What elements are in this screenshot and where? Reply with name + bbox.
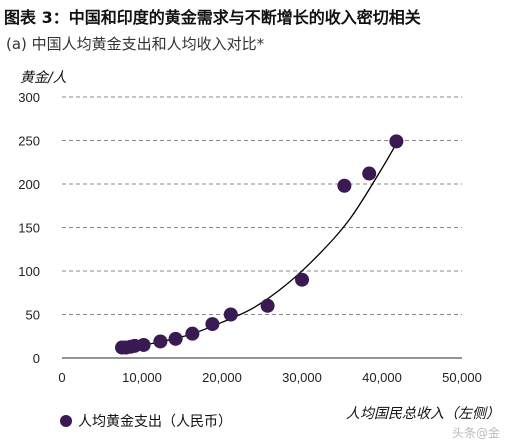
legend-label: 人均黄金支出（人民币）	[78, 413, 232, 430]
data-point	[337, 178, 352, 193]
y-tick-label: 200	[18, 177, 40, 192]
y-tick-label: 250	[18, 134, 40, 149]
y-tick-label: 100	[18, 264, 40, 279]
data-points	[115, 134, 404, 355]
x-tick-label: 10,000	[122, 370, 162, 385]
y-tick-label: 300	[18, 90, 40, 105]
data-point	[153, 334, 168, 349]
data-point	[295, 272, 309, 287]
data-point	[389, 134, 404, 149]
data-point	[205, 317, 220, 332]
data-point	[223, 307, 238, 322]
y-tick-label: 150	[18, 221, 40, 236]
x-tick-labels: 0 10,000 20,000 30,000 40,000 50,000	[58, 370, 482, 385]
legend-marker	[60, 415, 72, 427]
trend-curve	[125, 140, 399, 349]
x-tick-label: 20,000	[202, 370, 242, 385]
x-axis-label: 人均国民总收入（左侧）	[346, 406, 500, 422]
data-point	[260, 298, 275, 313]
y-tick-label: 50	[26, 308, 40, 323]
data-point	[185, 326, 200, 341]
y-tick-label: 0	[33, 351, 40, 366]
y-tick-labels: 0 50 100 150 200 250 300	[18, 90, 40, 366]
y-axis-label: 黄金/人	[20, 70, 67, 86]
x-tick-label: 30,000	[282, 370, 322, 385]
legend: 人均黄金支出（人民币）	[60, 413, 232, 430]
figure-title: 图表 3：中国和印度的黄金需求与不断增长的收入密切相关	[4, 8, 421, 27]
data-point	[168, 331, 183, 346]
data-point	[362, 166, 377, 181]
data-point	[136, 337, 151, 352]
watermark: 头条@金	[452, 425, 500, 440]
figure-subtitle: (a) 中国人均黄金支出和人均收入对比*	[6, 35, 265, 53]
grid-lines	[62, 96, 462, 315]
x-tick-label: 40,000	[362, 370, 402, 385]
x-tick-label: 0	[58, 370, 65, 385]
x-tick-label: 50,000	[442, 370, 482, 385]
